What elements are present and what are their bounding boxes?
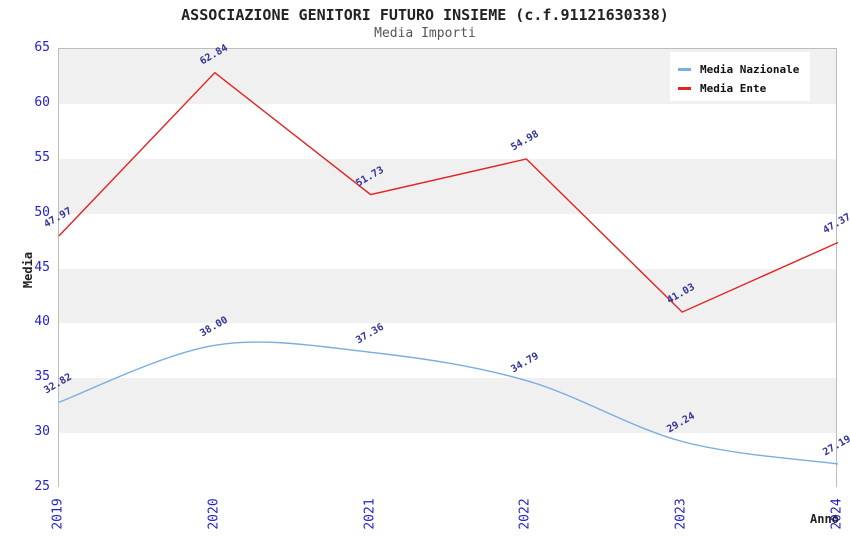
legend-item-media-nazionale: Media Nazionale bbox=[678, 60, 810, 79]
y-tick-label: 25 bbox=[34, 479, 50, 494]
legend-label-media-nazionale: Media Nazionale bbox=[700, 63, 800, 76]
chart-subtitle: Media Importi bbox=[374, 26, 476, 41]
x-axis-title: Anno bbox=[810, 512, 839, 526]
media-nazionale-line-swatch-icon bbox=[678, 68, 691, 71]
y-axis-title: Media bbox=[21, 251, 35, 289]
y-tick-label: 30 bbox=[34, 424, 50, 440]
y-tick-label: 60 bbox=[34, 94, 50, 110]
grid-band bbox=[59, 378, 836, 434]
x-tick-label: 2022 bbox=[517, 498, 533, 530]
grid-band bbox=[59, 213, 836, 269]
legend-label-media-ente: Media Ente bbox=[700, 82, 767, 95]
legend-item-media-ente: Media Ente bbox=[678, 79, 810, 98]
y-tick-label: 65 bbox=[34, 40, 50, 55]
media-ente-line-swatch-icon bbox=[678, 87, 691, 90]
legend: Media Nazionale Media Ente bbox=[670, 52, 810, 101]
series-lines bbox=[58, 71, 839, 465]
y-tick-label: 40 bbox=[34, 314, 50, 330]
series-line-media-nazionale bbox=[58, 341, 839, 465]
y-tick-label: 55 bbox=[34, 149, 50, 165]
y-tick-label: 45 bbox=[34, 259, 50, 275]
chart-title: ASSOCIAZIONE GENITORI FUTURO INSIEME (c.… bbox=[181, 6, 669, 24]
y-tick-label: 50 bbox=[34, 204, 50, 220]
x-tick-label: 2019 bbox=[50, 498, 66, 530]
grid-band bbox=[59, 158, 836, 214]
plot-area bbox=[58, 48, 839, 488]
grid-band bbox=[59, 268, 836, 324]
grid-band bbox=[59, 433, 836, 488]
series-line-media-ente bbox=[58, 71, 839, 313]
x-tick-label: 2021 bbox=[362, 498, 378, 530]
x-tick-label: 2020 bbox=[206, 498, 222, 530]
x-tick-label: 2023 bbox=[673, 498, 689, 530]
y-tick-label: 35 bbox=[34, 369, 50, 385]
grid-band bbox=[59, 103, 836, 159]
